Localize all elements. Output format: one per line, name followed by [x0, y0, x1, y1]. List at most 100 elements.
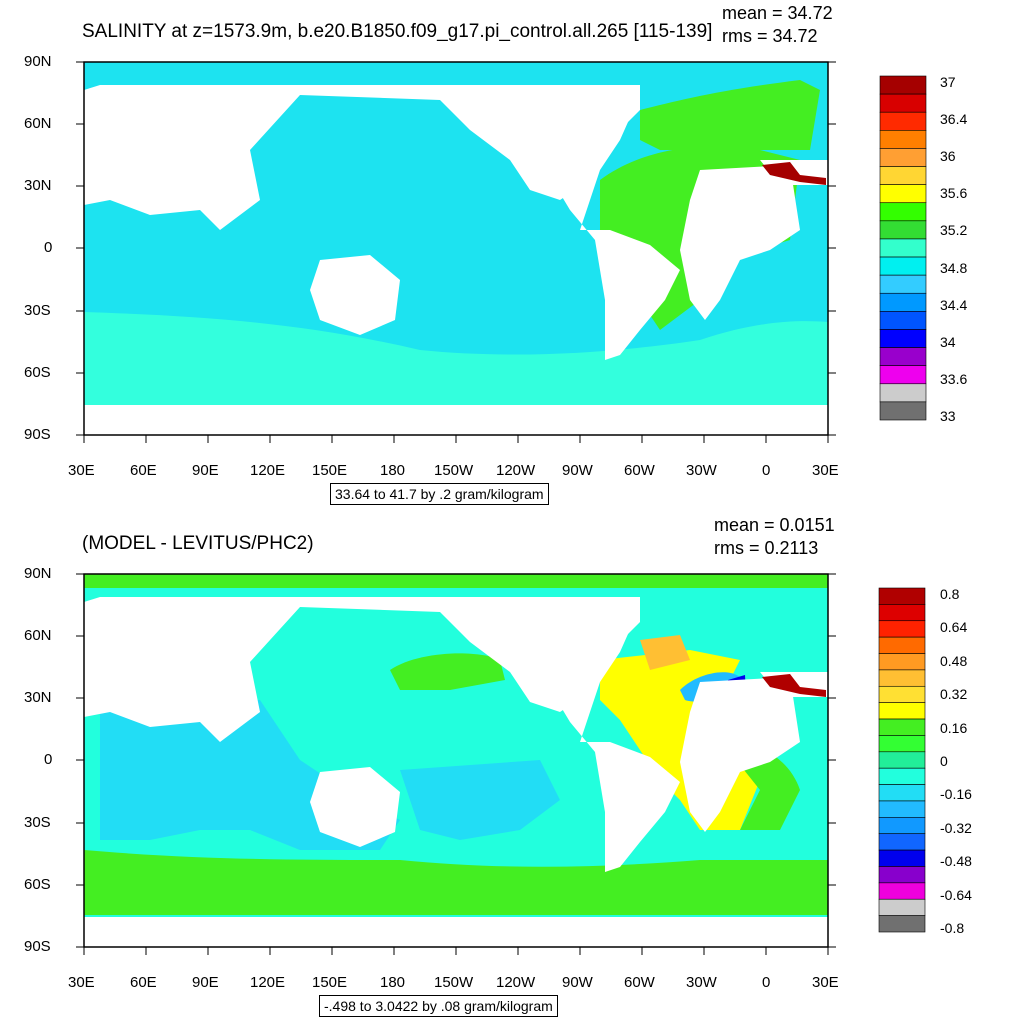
- lon-label: 150E: [312, 462, 348, 479]
- land-africa-2: [680, 677, 800, 832]
- colorbar-swatch: [879, 311, 927, 330]
- lat-label: 90S: [24, 426, 51, 443]
- lon-label: 60W: [624, 462, 655, 479]
- colorbar-swatch: [879, 166, 927, 185]
- colorbar-swatch: [878, 915, 926, 933]
- lon-label: 150E: [312, 974, 348, 991]
- lon-label: 180: [380, 974, 406, 991]
- land-mediterranean-1: [760, 160, 828, 185]
- lon-label: 90W: [562, 974, 593, 991]
- colorbar-swatch: [878, 882, 926, 900]
- colorbar-swatch: [878, 669, 926, 687]
- lon-ticks-2: [83, 947, 829, 955]
- colorbar-label: -0.8: [940, 920, 965, 936]
- colorbar-label: -0.16: [940, 786, 972, 803]
- lat-label: 30S: [24, 814, 51, 831]
- colorbar-label: -0.48: [940, 853, 972, 870]
- colorbar-swatch: [878, 849, 926, 867]
- colorbar-swatch: [878, 653, 926, 671]
- gulfstream-core-2: [728, 675, 746, 695]
- southern-band-1: [84, 312, 828, 405]
- colorbar-swatch: [879, 130, 927, 149]
- colorbar-swatch: [878, 784, 926, 802]
- colorbar-swatch: [878, 685, 926, 703]
- lon-label: 150W: [434, 974, 474, 991]
- lon-ticks-1: [83, 435, 829, 443]
- colorbar-label: 35.6: [940, 185, 968, 202]
- colorbar-label: 37: [940, 74, 956, 90]
- colorbar-swatch: [878, 636, 926, 654]
- land-antarctica-2: [84, 917, 828, 947]
- colorbar-label: 0.8: [940, 586, 960, 602]
- lat-ticks-1: [76, 61, 836, 436]
- colorbar-label: 0.48: [940, 652, 968, 669]
- lat-label: 0: [44, 751, 53, 768]
- lon-label: 30E: [68, 974, 95, 991]
- colorbar-swatch: [878, 817, 926, 835]
- colorbar-swatch: [878, 767, 926, 785]
- southern-band-2: [84, 850, 828, 915]
- lon-label: 120W: [496, 974, 536, 991]
- lat-label: 90S: [24, 938, 51, 955]
- colorbar-swatch: [878, 833, 926, 851]
- lon-label: 30E: [68, 462, 95, 479]
- lon-label: 180: [380, 462, 406, 479]
- panel-2-rms: rms = 0.2113: [714, 538, 819, 558]
- lon-label: 150W: [434, 462, 474, 479]
- colorbar-swatch: [878, 898, 926, 916]
- ocean-fill-1: [84, 62, 828, 435]
- atlantic-zone-1: [600, 146, 800, 330]
- lat-label: 60S: [24, 876, 51, 893]
- arctic-green-1: [640, 80, 820, 150]
- colorbar-label: 36.4: [940, 111, 968, 128]
- gulfstream-2: [680, 672, 745, 702]
- colorbar-swatch: [878, 587, 926, 605]
- colorbar-swatch: [879, 401, 927, 421]
- map-1-frame: [83, 61, 829, 436]
- colorbar-swatch: [879, 93, 927, 113]
- lat-label: 60S: [24, 364, 51, 381]
- colorbar-2: [878, 587, 926, 933]
- ocean-fill-2: [84, 574, 828, 947]
- panel-1-rms: rms = 34.72: [722, 26, 818, 46]
- lon-label: 30W: [686, 974, 717, 991]
- colorbar-swatch: [878, 735, 926, 753]
- land-eurasia-1: [84, 85, 640, 230]
- lat-label: 30N: [24, 689, 52, 706]
- arctic-strip-2: [84, 574, 828, 588]
- colorbar-label: 33: [940, 408, 956, 424]
- north-pacific-green-2: [390, 653, 505, 690]
- land-americas-2: [440, 607, 680, 872]
- colorbar-swatch: [879, 329, 927, 348]
- colorbar-swatch: [878, 866, 926, 884]
- colorbar-swatch: [878, 751, 926, 769]
- panel-1-mean: mean = 34.72: [722, 3, 833, 23]
- lon-label: 90W: [562, 462, 593, 479]
- med-outflow-1: [762, 162, 826, 185]
- land-antarctica-1: [84, 405, 828, 435]
- indian-ocean-zone-2: [100, 700, 400, 850]
- colorbar-label: 35.2: [940, 222, 968, 239]
- colorbar-swatch: [878, 604, 926, 622]
- colorbar-label: 34.4: [940, 296, 968, 313]
- colorbar-swatch: [879, 365, 927, 385]
- atlantic-green-2: [720, 740, 800, 830]
- colorbar-swatch: [879, 220, 927, 240]
- lon-label: 0: [762, 462, 771, 479]
- panel-1-info-box: 33.64 to 41.7 by .2 gram/kilogram: [330, 483, 549, 505]
- lon-label: 30E: [812, 974, 839, 991]
- colorbar-label: -0.64: [940, 886, 972, 903]
- colorbar-swatch: [879, 292, 927, 312]
- colorbar-label: 0.16: [940, 719, 968, 736]
- colorbar-label: 34: [940, 333, 956, 350]
- lon-label: 30W: [686, 462, 717, 479]
- lat-label: 30S: [24, 302, 51, 319]
- lon-label: 60E: [130, 462, 157, 479]
- colorbar-label: 0: [940, 753, 948, 769]
- land-africa-1: [680, 165, 800, 320]
- lat-label: 60N: [24, 627, 52, 644]
- arctic-strip-1: [84, 62, 828, 76]
- land-eurasia-2: [84, 597, 640, 742]
- lat-label: 60N: [24, 115, 52, 132]
